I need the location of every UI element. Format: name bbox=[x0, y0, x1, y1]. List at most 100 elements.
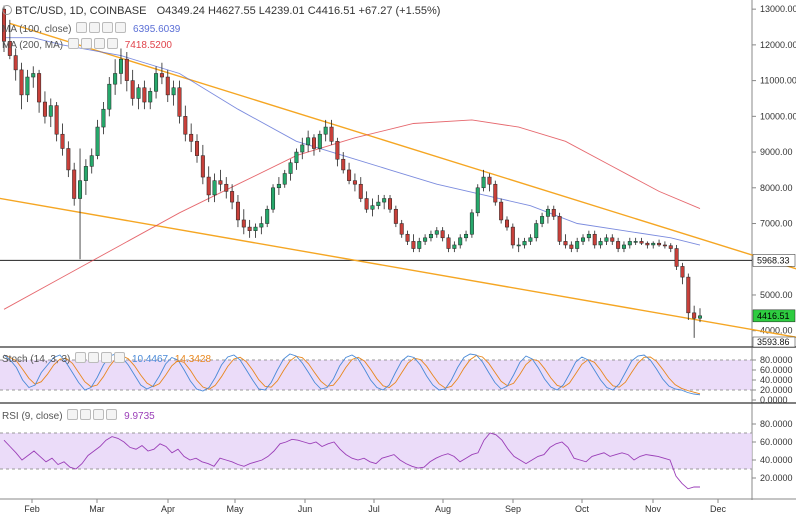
candle-body[interactable] bbox=[206, 176, 211, 196]
candle-body[interactable] bbox=[341, 158, 346, 171]
candle-body[interactable] bbox=[575, 241, 580, 249]
candle-body[interactable] bbox=[25, 76, 30, 96]
more-icon[interactable] bbox=[114, 352, 126, 363]
candle-body[interactable] bbox=[382, 198, 387, 203]
more-icon[interactable] bbox=[106, 409, 118, 420]
candle-body[interactable] bbox=[311, 137, 316, 149]
candle-body[interactable] bbox=[148, 91, 153, 103]
candle-body[interactable] bbox=[329, 126, 334, 142]
candle-body[interactable] bbox=[265, 208, 270, 224]
candle-body[interactable] bbox=[598, 241, 603, 246]
candle-body[interactable] bbox=[446, 237, 451, 249]
candle-body[interactable] bbox=[294, 151, 299, 164]
candle-body[interactable] bbox=[124, 58, 129, 81]
candle-body[interactable] bbox=[698, 315, 702, 319]
candle-body[interactable] bbox=[259, 223, 264, 228]
candle-body[interactable] bbox=[551, 208, 556, 217]
settings-icon[interactable] bbox=[80, 409, 92, 420]
eye-icon[interactable] bbox=[67, 38, 79, 49]
candle-body[interactable] bbox=[604, 237, 609, 242]
candle-body[interactable] bbox=[282, 173, 287, 185]
candle-body[interactable] bbox=[177, 87, 182, 117]
eye-icon[interactable] bbox=[67, 409, 79, 420]
candle-body[interactable] bbox=[271, 187, 276, 210]
candle-body[interactable] bbox=[393, 208, 398, 224]
candle-body[interactable] bbox=[230, 191, 235, 203]
candle-body[interactable] bbox=[358, 183, 363, 199]
candle-body[interactable] bbox=[19, 69, 24, 96]
candle-body[interactable] bbox=[101, 108, 106, 128]
ma100-legend[interactable]: MA (100, close) 6395.6039 bbox=[2, 22, 180, 36]
candle-body[interactable] bbox=[557, 216, 562, 242]
candle-body[interactable] bbox=[7, 41, 12, 56]
candle-body[interactable] bbox=[458, 237, 463, 246]
symbol-label[interactable]: BTC/USD, 1D, COINBASE bbox=[15, 5, 147, 17]
candle-body[interactable] bbox=[680, 266, 685, 278]
candle-body[interactable] bbox=[493, 183, 498, 203]
candle-body[interactable] bbox=[241, 219, 246, 228]
more-icon[interactable] bbox=[115, 22, 127, 33]
candle-body[interactable] bbox=[370, 205, 375, 210]
candle-body[interactable] bbox=[434, 230, 439, 235]
candle-body[interactable] bbox=[516, 244, 521, 247]
candle-body[interactable] bbox=[499, 201, 504, 221]
candle-body[interactable] bbox=[505, 219, 509, 228]
candle-body[interactable] bbox=[475, 187, 480, 214]
candle-body[interactable] bbox=[674, 248, 679, 267]
candle-body[interactable] bbox=[107, 83, 112, 110]
candle-body[interactable] bbox=[142, 87, 147, 103]
candle-body[interactable] bbox=[288, 162, 293, 174]
candle-body[interactable] bbox=[627, 241, 632, 246]
candle-body[interactable] bbox=[423, 237, 428, 242]
candle-body[interactable] bbox=[60, 133, 65, 149]
candle-body[interactable] bbox=[171, 87, 176, 96]
candle-body[interactable] bbox=[633, 241, 638, 243]
candle-body[interactable] bbox=[668, 245, 673, 249]
candle-body[interactable] bbox=[388, 198, 393, 210]
more-icon[interactable] bbox=[106, 38, 118, 49]
candle-body[interactable] bbox=[417, 241, 422, 249]
candle-body[interactable] bbox=[130, 80, 135, 99]
candle-body[interactable] bbox=[581, 237, 586, 242]
candle-body[interactable] bbox=[428, 233, 433, 239]
candle-body[interactable] bbox=[487, 176, 492, 185]
candle-body[interactable] bbox=[481, 176, 486, 189]
candle-body[interactable] bbox=[399, 223, 404, 235]
candle-body[interactable] bbox=[95, 126, 100, 156]
eye-icon[interactable] bbox=[75, 352, 87, 363]
candle-body[interactable] bbox=[212, 180, 217, 196]
close-icon[interactable] bbox=[93, 38, 105, 49]
candle-body[interactable] bbox=[13, 55, 18, 71]
candle-body[interactable] bbox=[159, 73, 164, 78]
candle-body[interactable] bbox=[569, 244, 574, 249]
candle-body[interactable] bbox=[89, 155, 94, 167]
ma100-line[interactable] bbox=[4, 37, 701, 246]
candle-body[interactable] bbox=[352, 180, 357, 185]
candle-body[interactable] bbox=[42, 101, 47, 117]
candle-body[interactable] bbox=[335, 141, 340, 160]
candle-body[interactable] bbox=[136, 87, 141, 99]
candle-body[interactable] bbox=[510, 226, 515, 246]
candle-body[interactable] bbox=[200, 155, 205, 178]
candle-body[interactable] bbox=[610, 237, 615, 242]
candle-body[interactable] bbox=[48, 105, 53, 117]
candle-body[interactable] bbox=[224, 183, 229, 192]
candle-body[interactable] bbox=[592, 233, 597, 246]
candle-body[interactable] bbox=[276, 183, 281, 189]
candle-body[interactable] bbox=[651, 242, 656, 246]
candle-body[interactable] bbox=[621, 244, 626, 249]
ma200-legend[interactable]: MA (200, MA) 7418.5200 bbox=[2, 38, 172, 52]
candle-body[interactable] bbox=[364, 198, 369, 210]
candle-body[interactable] bbox=[452, 244, 457, 249]
eye-icon[interactable] bbox=[76, 22, 88, 33]
rsi-legend[interactable]: RSI (9, close) 9.9735 bbox=[2, 409, 155, 423]
candle-body[interactable] bbox=[31, 73, 36, 78]
candle-body[interactable] bbox=[37, 73, 42, 103]
candle-body[interactable] bbox=[411, 241, 416, 249]
candle-body[interactable] bbox=[563, 241, 568, 246]
stoch-legend[interactable]: Stoch (14, 3, 3) 10.4467 14.3428 bbox=[2, 352, 211, 366]
candle-body[interactable] bbox=[616, 241, 621, 249]
settings-icon[interactable] bbox=[80, 38, 92, 49]
candle-body[interactable] bbox=[522, 241, 527, 246]
candle-body[interactable] bbox=[686, 276, 691, 314]
